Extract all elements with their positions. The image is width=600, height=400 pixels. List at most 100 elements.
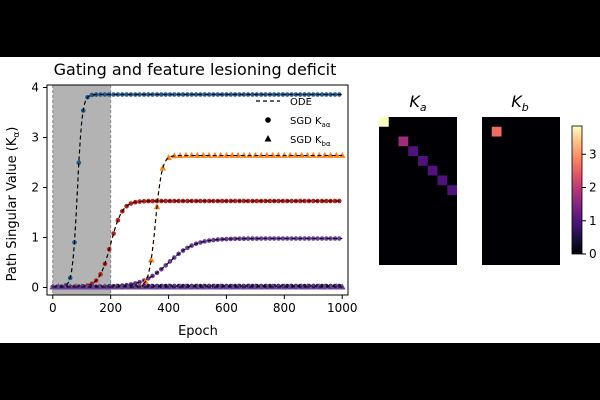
data-point <box>95 283 103 290</box>
data-point <box>286 151 294 158</box>
legend-sgd-a-sub: aα <box>322 121 331 129</box>
data-point <box>289 198 294 204</box>
data-point <box>240 151 248 158</box>
data-point <box>254 198 260 204</box>
x-tick-label: 400 <box>157 301 180 315</box>
heatmap-cell <box>491 126 502 137</box>
data-point <box>211 283 219 290</box>
heatmap-cell <box>427 165 438 176</box>
ode-line <box>52 200 343 288</box>
legend-sgd-b-main: SGD K <box>290 135 322 146</box>
colorbar-gradient <box>571 125 583 255</box>
heatmap-ka: Ka <box>379 92 457 265</box>
data-point <box>206 198 212 204</box>
data-point <box>333 151 340 158</box>
x-tick-label: 800 <box>273 301 296 315</box>
heatmap-kb: Kb <box>482 92 560 265</box>
data-point <box>61 283 68 290</box>
data-point <box>276 198 281 204</box>
data-point <box>206 92 212 97</box>
data-point <box>142 283 149 290</box>
heatmap-ka-title: Ka <box>409 92 427 114</box>
data-point <box>297 92 303 97</box>
data-point <box>281 283 288 290</box>
data-point <box>130 283 138 290</box>
data-point <box>171 283 178 290</box>
colorbar: 0 1 2 3 <box>571 125 597 261</box>
data-point <box>55 283 62 290</box>
series-6 <box>49 283 346 290</box>
legend-sgd-a-marker <box>265 117 271 123</box>
data-point <box>284 92 290 97</box>
data-point <box>246 151 253 158</box>
data-point <box>217 151 224 158</box>
colorbar-tick-label: 0 <box>589 247 597 261</box>
data-point <box>78 283 85 290</box>
data-point <box>115 92 121 97</box>
data-point <box>185 245 190 251</box>
heatmap-ka-title-sub: a <box>420 101 427 114</box>
legend: ODE SGD Kaα SGD Kbα <box>256 97 331 148</box>
data-point <box>328 236 333 241</box>
colorbar-tick-label: 1 <box>589 214 597 228</box>
data-point <box>293 236 299 241</box>
data-point <box>292 151 300 158</box>
colorbar-tick-label: 3 <box>589 147 597 161</box>
x-tick-label: 200 <box>99 301 122 315</box>
data-point <box>267 198 273 204</box>
y-axis-ticks: 0 1 2 3 4 <box>31 81 47 295</box>
data-point <box>180 92 186 97</box>
data-point <box>211 151 219 158</box>
data-point <box>302 236 307 241</box>
data-point <box>310 283 317 290</box>
data-point <box>319 92 325 97</box>
data-point <box>228 92 234 97</box>
heatmap-ka-title-main: K <box>409 92 421 111</box>
x-axis-ticks: 0 200 400 600 800 1000 <box>49 295 357 315</box>
data-point <box>232 198 238 204</box>
data-point <box>315 236 320 241</box>
data-point <box>271 92 277 97</box>
data-point <box>280 236 286 241</box>
data-point <box>302 198 307 204</box>
data-point <box>237 236 242 241</box>
figure-svg: Gating and feature lesioning deficit 0 20… <box>5 60 597 340</box>
heatmap-cell <box>418 156 428 166</box>
data-point <box>136 283 143 290</box>
data-point <box>324 198 329 204</box>
data-point <box>188 151 195 158</box>
line-chart: 0 200 400 600 800 1000 0 1 2 3 4 Epoch Path Singu… <box>5 81 357 340</box>
data-point <box>246 283 253 290</box>
data-point <box>153 283 161 290</box>
data-point <box>311 198 316 204</box>
data-point <box>205 283 213 290</box>
data-point <box>298 283 305 290</box>
data-point <box>232 236 238 242</box>
data-point <box>234 283 242 290</box>
data-point <box>176 283 184 290</box>
chart-title: Gating and feature lesioning deficit <box>54 60 337 79</box>
heatmap-kb-title: Kb <box>511 92 529 114</box>
data-point <box>163 198 168 204</box>
data-point <box>147 283 155 290</box>
data-point <box>304 151 311 158</box>
data-point <box>252 283 259 290</box>
data-point <box>146 92 151 97</box>
data-point <box>90 283 97 290</box>
data-point <box>202 239 207 244</box>
heatmap-kb-title-main: K <box>511 92 523 111</box>
data-point <box>333 283 340 290</box>
data-point <box>102 92 108 97</box>
data-point <box>321 283 329 290</box>
data-point <box>198 240 203 245</box>
data-point <box>176 151 184 158</box>
heatmap-cell <box>379 117 389 127</box>
data-point <box>49 283 56 290</box>
data-point <box>171 152 178 159</box>
data-point <box>146 276 151 281</box>
y-axis-label-main: Path Singular Value (K <box>5 137 20 281</box>
legend-sgd-a-label: SGD Kaα <box>290 116 331 129</box>
x-tick-label: 600 <box>215 301 238 315</box>
data-point <box>124 92 129 97</box>
data-point <box>229 283 236 290</box>
